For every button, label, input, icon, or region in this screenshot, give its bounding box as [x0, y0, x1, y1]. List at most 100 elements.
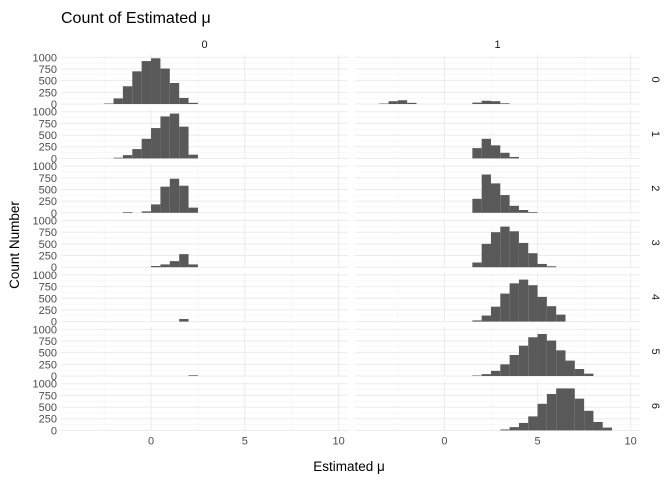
- histogram-bar-r2-c1: [490, 183, 501, 213]
- histogram-bar-r0-c1: [472, 102, 482, 104]
- x-axis-title: Estimated μ: [313, 459, 385, 474]
- histogram-bar-r2-c1: [528, 212, 538, 213]
- histogram-bar-r3-c1: [500, 226, 510, 268]
- histogram-bar-r1-c0: [151, 128, 161, 159]
- row-strip-label-0: 0: [649, 76, 661, 82]
- histogram-bar-r3-c0: [179, 254, 189, 268]
- histogram-bar-r0-c1: [397, 100, 408, 104]
- x-tick-label: 0: [148, 435, 154, 447]
- y-tick-label: 750: [39, 64, 57, 76]
- y-tick-label: 0: [51, 425, 57, 437]
- y-tick-label: 250: [39, 359, 57, 371]
- histogram-bar-r3-c1: [528, 253, 538, 268]
- histogram-bar-r2-c0: [151, 204, 161, 213]
- histogram-bar-r1-c1: [472, 148, 482, 159]
- y-tick-label: 500: [39, 239, 57, 251]
- histogram-bar-r6-c1: [584, 410, 594, 431]
- histogram-bar-r6-c1: [556, 388, 566, 431]
- histogram-bar-r6-c1: [593, 422, 603, 431]
- y-tick-label: 1000: [33, 107, 57, 119]
- histogram-bar-r2-c0: [122, 212, 133, 213]
- histogram-bar-r5-c1: [481, 374, 491, 376]
- histogram-bar-r6-c1: [546, 394, 557, 431]
- y-tick-label: 0: [51, 317, 57, 329]
- histogram-bar-r5-c1: [565, 360, 575, 376]
- y-tick-label: 750: [39, 227, 57, 239]
- y-tick-label: 750: [39, 173, 57, 185]
- y-tick-label: 250: [39, 305, 57, 317]
- histogram-bar-r5-c1: [584, 373, 594, 376]
- y-tick-label: 250: [39, 142, 57, 154]
- histogram-bar-r4-c1: [481, 315, 491, 322]
- histogram-bar-r1-c1: [481, 138, 491, 159]
- histogram-bar-r5-c1: [500, 364, 510, 376]
- histogram-bar-r4-c1: [518, 279, 529, 322]
- row-strip-label-6: 6: [649, 403, 661, 409]
- histogram-bar-r1-c1: [500, 152, 510, 159]
- x-tick-label: 10: [625, 435, 637, 447]
- histogram-bar-r2-c1: [500, 195, 510, 213]
- row-strip-label-4: 4: [649, 294, 661, 300]
- histogram-bar-r5-c1: [574, 369, 585, 376]
- histogram-bar-r0-c0: [160, 68, 170, 104]
- histogram-bar-r3-c1: [518, 242, 529, 268]
- histogram-bar-r0-c1: [481, 100, 491, 104]
- histogram-bar-r5-c1: [490, 370, 501, 376]
- histogram-bar-r0-c1: [407, 102, 417, 104]
- histogram-bar-r6-c1: [602, 427, 613, 431]
- histogram-bar-r1-c0: [132, 149, 142, 159]
- histogram-bar-r0-c0: [188, 102, 198, 104]
- x-tick-label: 0: [441, 435, 447, 447]
- histogram-bar-r5-c1: [537, 334, 547, 376]
- histogram-bar-r2-c0: [188, 207, 198, 213]
- y-tick-label: 0: [51, 262, 57, 274]
- y-tick-label: 0: [51, 371, 57, 383]
- histogram-bar-r3-c0: [160, 264, 170, 268]
- histogram-bar-r6-c1: [509, 427, 519, 431]
- histogram-bar-r0-c0: [122, 86, 133, 104]
- y-tick-label: 500: [39, 76, 57, 88]
- histogram-bar-r1-c1: [509, 157, 519, 159]
- histogram-bar-r6-c1: [565, 388, 575, 431]
- histogram-bar-r6-c1: [518, 422, 529, 431]
- facet-panels: 0 102505007501000002505007501000102505007…: [33, 39, 661, 447]
- histogram-bar-r5-c1: [528, 337, 538, 376]
- histogram-bar-r4-c1: [490, 306, 501, 322]
- y-tick-label: 500: [39, 402, 57, 414]
- histogram-bar-r4-c1: [500, 293, 510, 322]
- y-tick-label: 500: [39, 184, 57, 196]
- histogram-bar-r4-c1: [472, 320, 482, 322]
- y-tick-label: 0: [51, 99, 57, 111]
- histogram-bar-r3-c1: [509, 231, 519, 268]
- x-tick-label: 5: [242, 435, 248, 447]
- histogram-bar-r0-c0: [132, 71, 142, 104]
- histogram-bar-r0-c0: [113, 98, 123, 104]
- y-tick-label: 1000: [33, 216, 57, 228]
- y-tick-label: 1000: [33, 379, 57, 391]
- histogram-bar-r3-c1: [472, 262, 482, 268]
- x-tick-label: 5: [534, 435, 540, 447]
- y-tick-label: 1000: [33, 324, 57, 336]
- y-tick-label: 0: [51, 153, 57, 165]
- col-strip-label-1: 1: [494, 39, 500, 51]
- histogram-bar-r6-c1: [528, 416, 538, 431]
- y-tick-label: 250: [39, 251, 57, 263]
- histogram-bar-r1-c0: [141, 138, 152, 159]
- histogram-bar-r4-c1: [537, 296, 547, 322]
- histogram-bar-r2-c1: [472, 198, 482, 213]
- histogram-bar-r3-c1: [490, 232, 501, 268]
- histogram-bar-r4-c1: [546, 306, 557, 322]
- y-tick-label: 500: [39, 293, 57, 305]
- chart-title: Count of Estimated μ: [61, 10, 211, 27]
- histogram-bar-r3-c1: [537, 263, 547, 268]
- histogram-bar-r2-c0: [169, 178, 180, 213]
- y-tick-label: 0: [51, 208, 57, 220]
- histogram-bar-r2-c1: [481, 174, 491, 213]
- row-strip-label-2: 2: [649, 185, 661, 191]
- y-tick-label: 1000: [33, 270, 57, 282]
- histogram-bar-r0-c1: [490, 101, 501, 104]
- histogram-bar-r4-c1: [556, 314, 566, 322]
- y-tick-label: 750: [39, 282, 57, 294]
- histogram-bar-r6-c1: [574, 398, 585, 431]
- histogram-bar-r2-c1: [509, 205, 519, 213]
